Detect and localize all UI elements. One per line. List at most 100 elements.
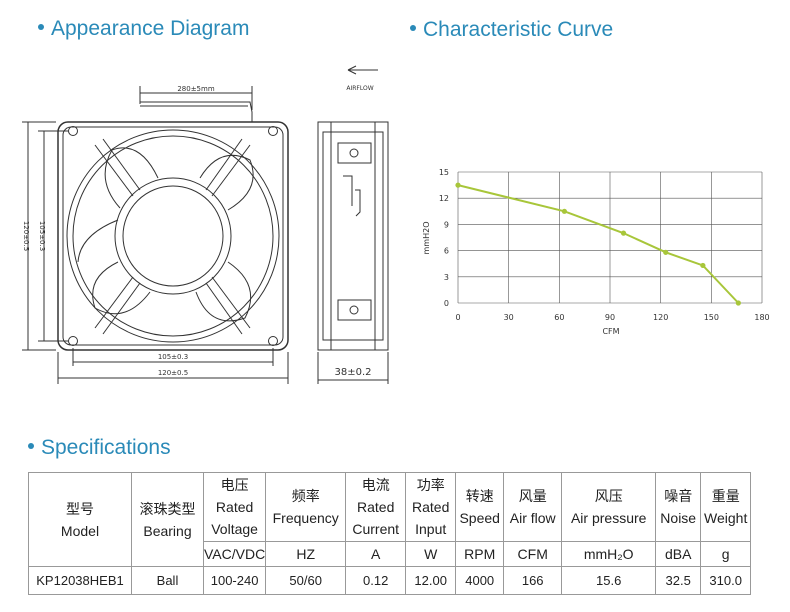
unit-cell: dBA <box>655 541 702 567</box>
header-text: 电压 <box>220 477 249 493</box>
table-header-cell: 噪音 Noise <box>655 472 702 542</box>
section-title-curve: Characteristic Curve <box>410 18 613 42</box>
fan-frame-front <box>57 121 289 351</box>
header-text: 功率 <box>416 477 445 493</box>
header-text: 重量 <box>711 488 740 504</box>
header-text: Frequency <box>272 510 339 526</box>
y-tick-label: 0 <box>444 299 449 308</box>
value-cell: 12.00 <box>405 566 457 595</box>
header-text: 频率 <box>291 488 320 504</box>
fan-ring-2 <box>72 135 274 337</box>
dim-hole-v-label: 105±0.3 <box>38 221 46 251</box>
header-text: 滚珠类型 <box>139 500 196 517</box>
y-tick-label: 3 <box>444 273 449 282</box>
x-tick-label: 150 <box>704 313 719 322</box>
unit-cell: RPM <box>455 541 505 567</box>
mount-hole <box>268 126 278 136</box>
section-title-specs: Specifications <box>28 436 171 460</box>
fan-frame-inner <box>62 126 284 346</box>
value-cell: 310.0 <box>700 566 752 595</box>
data-point <box>455 182 461 188</box>
table-header-cell: 电压 Rated Voltage <box>202 472 267 542</box>
value-cell: 4000 <box>455 566 505 595</box>
table-header-cell: 电流 Rated Current <box>345 472 407 542</box>
header-text: Air pressure <box>570 510 647 526</box>
unit-cell: A <box>345 541 407 567</box>
specifications-table: 型号 Model 滚珠类型 Bearing 电压 Rated Voltage 频率 Freque… <box>28 472 752 595</box>
table-unit-row: VAC/VDC HZ A W RPM CFM mmH₂O dBA g <box>29 541 752 567</box>
fan-struts <box>94 138 251 335</box>
chart-ylabel: mmH2O <box>422 222 431 255</box>
x-tick-label: 90 <box>605 313 615 322</box>
unit-cell: CFM <box>503 541 563 567</box>
header-text: Model <box>60 522 100 539</box>
y-tick-label: 15 <box>439 168 449 177</box>
x-tick-label: 180 <box>754 313 769 322</box>
chart-xlabel: CFM <box>602 327 619 336</box>
value-cell: 166 <box>503 566 563 595</box>
airflow-arrow-icon <box>347 65 378 75</box>
mount-hole <box>68 336 78 346</box>
fan-appearance-drawing: 280±5mm 105±0.3 120±0.5 105±0.3 120±0.5 … <box>22 65 389 384</box>
y-tick-label: 12 <box>439 194 449 203</box>
table-header-cell: 转速 Speed <box>455 472 505 542</box>
header-text: 噪音 <box>664 488 693 504</box>
data-point <box>700 262 706 269</box>
fan-blades <box>77 147 254 322</box>
table-header-cell: 频率 Frequency <box>265 472 347 542</box>
table-header-row: 型号 Model 滚珠类型 Bearing 电压 Rated Voltage 频率 Freque… <box>28 472 752 567</box>
table-header-cell: 滚珠类型 Bearing <box>131 472 204 567</box>
characteristic-curve-chart: 0 30 60 90 120 150 180 0 3 6 9 12 15 CFM mmH2O <box>422 168 770 336</box>
value-cell: Ball <box>131 566 204 595</box>
dim-hole-h-label: 105±0.3 <box>158 353 188 361</box>
dim-width-label: 120±0.5 <box>158 369 188 377</box>
value-cell: 32.5 <box>655 566 702 595</box>
bullet-icon <box>410 25 416 32</box>
header-text: Current <box>352 521 400 537</box>
data-point <box>620 230 627 236</box>
fan-hub-ring <box>114 177 232 295</box>
dim-cable-label: 280±5mm <box>177 85 214 93</box>
header-text: Weight <box>704 510 748 526</box>
unit-cell: g <box>700 541 752 567</box>
table-header-cell: 风量 Air flow <box>503 472 563 542</box>
table-row: KP12038HEB1 Ball 100-240 50/60 0.12 12.00 4000… <box>28 566 752 595</box>
fan-outer-ring <box>66 129 280 343</box>
header-text: Bearing <box>143 522 192 539</box>
value-cell: 0.12 <box>345 566 407 595</box>
value-cell: 100-240 <box>202 566 267 595</box>
unit-cell: HZ <box>265 541 347 567</box>
section-title-specs-text: Specifications <box>41 436 171 459</box>
mount-hole <box>268 336 278 346</box>
dim-height-label: 120±0.5 <box>22 221 30 251</box>
header-text: Air flow <box>509 510 556 526</box>
x-tick-label: 0 <box>455 313 460 322</box>
header-text: Noise <box>660 510 697 526</box>
header-text: 风量 <box>518 488 547 504</box>
header-text: Input <box>415 521 447 537</box>
header-text: 转速 <box>465 488 494 504</box>
series-line <box>457 184 740 304</box>
unit-cell: VAC/VDC <box>202 541 267 567</box>
airflow-label: AIRFLOW <box>346 85 373 92</box>
chart-ticks: 0 30 60 90 120 150 180 0 3 6 9 12 15 <box>439 168 770 322</box>
header-text: 电流 <box>361 477 390 493</box>
data-point <box>735 300 741 306</box>
table-header-cell: 重量 Weight <box>700 472 752 542</box>
section-title-appearance-text: Appearance Diagram <box>51 17 250 40</box>
x-tick-label: 30 <box>504 313 514 322</box>
unit-cell: mmH₂O <box>561 541 657 567</box>
table-header-cell: 型号 Model <box>28 472 132 567</box>
section-title-appearance: Appearance Diagram <box>38 17 249 41</box>
chart-grid <box>457 171 763 304</box>
header-text: Rated <box>412 499 450 515</box>
power-cable <box>140 101 253 122</box>
header-text: Voltage <box>211 521 258 537</box>
bullet-icon <box>28 443 34 450</box>
section-title-curve-text: Characteristic Curve <box>423 18 614 41</box>
fan-side-view <box>317 121 389 351</box>
mount-hole <box>68 126 78 136</box>
unit-cell: W <box>405 541 457 567</box>
dim-depth-label: 38±0.2 <box>334 367 371 378</box>
table-header-cell: 风压 Air pressure <box>561 472 657 542</box>
